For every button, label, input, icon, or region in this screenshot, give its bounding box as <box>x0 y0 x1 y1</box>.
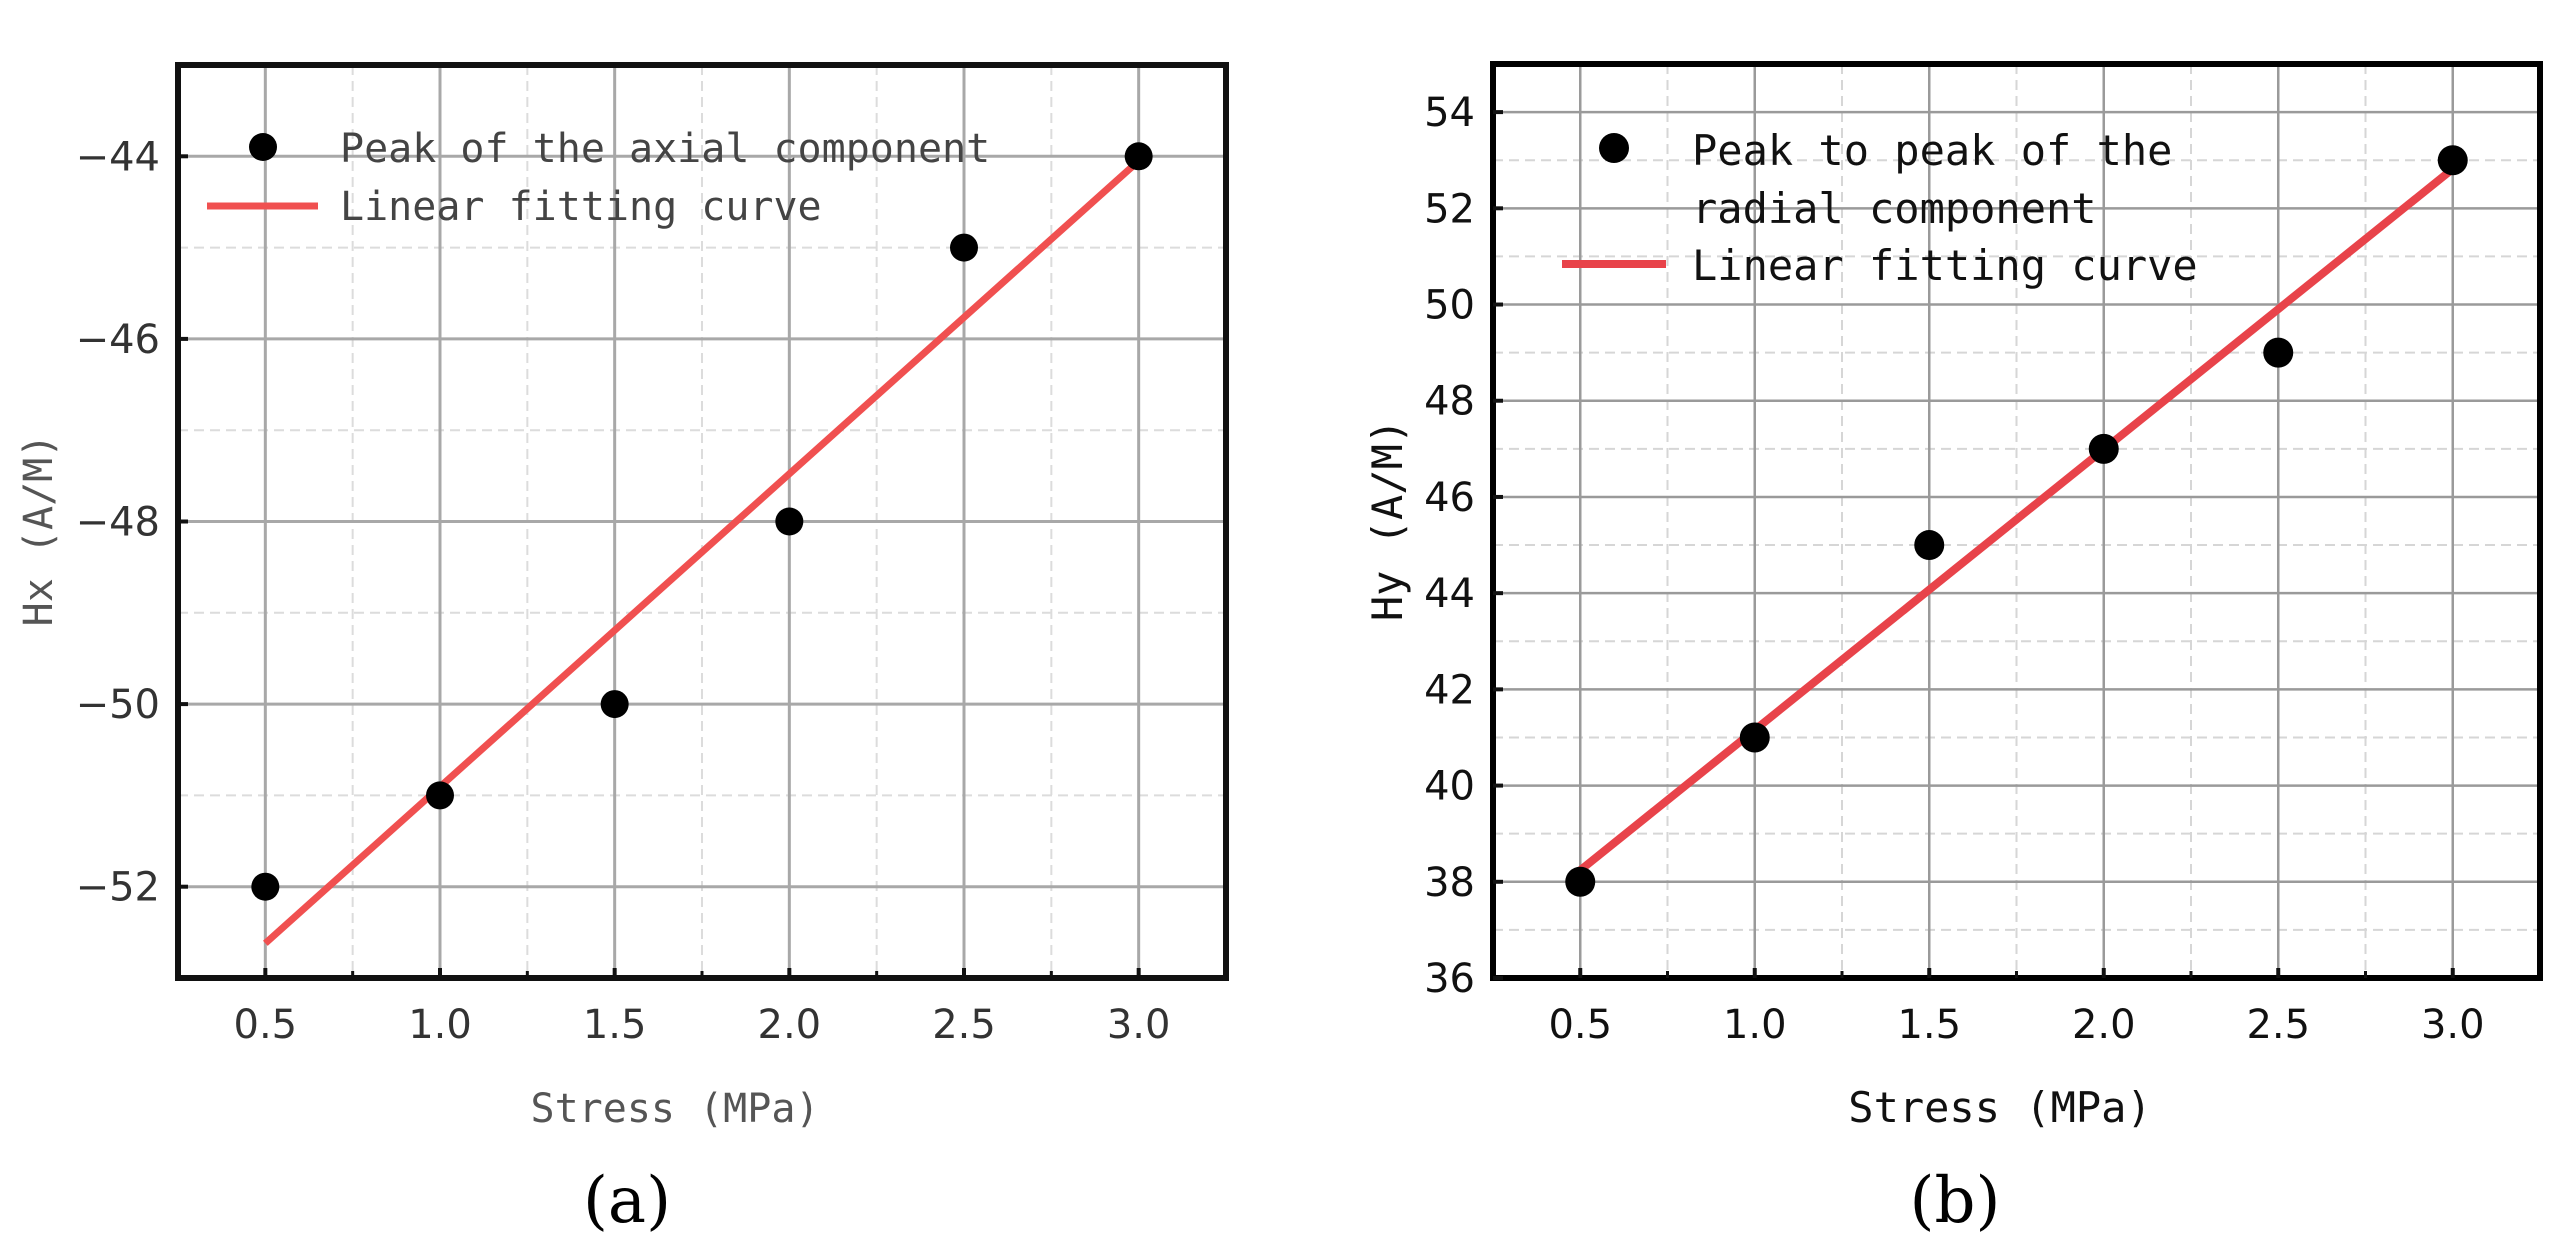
y-tick-label: 52 <box>1424 186 1475 232</box>
data-point <box>1124 142 1153 171</box>
data-point <box>1914 530 1945 561</box>
legend-label-axial-peak: Peak of the axial component <box>340 126 990 172</box>
y-tick-label: 36 <box>1424 956 1475 1002</box>
panel-b-ticks: 0.5 1.0 1.5 2.0 2.5 3.0 36 38 40 42 44 46 48 50 52 54 <box>1424 90 2484 1048</box>
panel-a-x-axis-title: Stress (MPa) <box>531 1086 820 1132</box>
panel-a-chart: 0.5 1.0 1.5 2.0 2.5 3.0 −52 −50 −48 −46 −44 Peak o… <box>16 62 1229 1238</box>
panel-b-data-points <box>1565 145 2468 897</box>
x-tick-label: 2.5 <box>2246 1002 2310 1048</box>
y-tick-label: 40 <box>1424 764 1475 810</box>
panel-a-label: (a) <box>583 1164 671 1238</box>
x-tick-label: 3.0 <box>1107 1002 1171 1048</box>
legend-label-fit-b: Linear fitting curve <box>1692 241 2198 290</box>
panel-b-label: (b) <box>1910 1164 2001 1238</box>
y-tick-label: −52 <box>76 865 160 911</box>
y-tick-label: 46 <box>1424 475 1475 521</box>
linear-fit-line <box>1577 165 2456 874</box>
x-tick-label: 1.5 <box>583 1002 647 1048</box>
x-tick-label: 1.5 <box>1897 1002 1961 1048</box>
data-point <box>1739 722 1770 753</box>
y-tick-label: −46 <box>76 317 160 363</box>
x-tick-label: 1.0 <box>1723 1002 1787 1048</box>
x-tick-label: 2.0 <box>2072 1002 2136 1048</box>
x-tick-label: 3.0 <box>2421 1002 2485 1048</box>
data-point <box>2088 433 2119 464</box>
y-tick-label: 54 <box>1424 90 1475 136</box>
y-tick-label: 42 <box>1424 667 1475 713</box>
legend-marker-axial-peak <box>249 133 277 161</box>
y-tick-label: −48 <box>76 500 160 546</box>
x-tick-label: 0.5 <box>1548 1002 1612 1048</box>
panel-b-legend: Peak to peak of the radial component Lin… <box>1562 126 2198 290</box>
data-point <box>600 690 629 719</box>
panel-a-data-points <box>251 142 1153 901</box>
data-point <box>251 872 280 901</box>
y-tick-label: 48 <box>1424 379 1475 425</box>
y-tick-label: −50 <box>76 682 160 728</box>
data-point <box>2263 337 2294 368</box>
data-point <box>2437 145 2468 176</box>
y-tick-label: −44 <box>76 134 160 180</box>
y-tick-label: 38 <box>1424 860 1475 906</box>
legend-marker-radial-peak <box>1599 133 1629 163</box>
data-point <box>950 233 978 262</box>
y-tick-label: 50 <box>1424 283 1475 329</box>
legend-label-radial-peak: Peak to peak of the radial component <box>1692 126 2198 233</box>
panel-b-x-axis-title: Stress (MPa) <box>1848 1083 2151 1132</box>
x-tick-label: 0.5 <box>234 1002 298 1048</box>
panel-b-gridlines <box>1493 64 2540 980</box>
panel-b-y-axis-title: Hy (A/M) <box>1363 419 1412 621</box>
legend-label-fit-a: Linear fitting curve <box>340 184 822 230</box>
panel-b-chart: 0.5 1.0 1.5 2.0 2.5 3.0 36 38 40 42 44 46 48 50 52 54 P… <box>1363 61 2543 1238</box>
panel-a-gridlines <box>178 65 1226 978</box>
panel-a-y-axis-title: Hx (A/M) <box>16 434 62 627</box>
panel-b-fit-line <box>1577 165 2456 874</box>
panel-a-legend: Peak of the axial component Linear fitti… <box>207 126 990 230</box>
data-point <box>1565 866 1596 897</box>
panel-a-fit-line <box>262 158 1142 946</box>
y-tick-label: 44 <box>1424 571 1475 617</box>
x-tick-label: 1.0 <box>408 1002 472 1048</box>
x-tick-label: 2.5 <box>932 1002 996 1048</box>
panel-a-ticks: 0.5 1.0 1.5 2.0 2.5 3.0 −52 −50 −48 −46 −44 <box>76 134 1171 1048</box>
data-point <box>426 781 454 810</box>
linear-fit-line <box>262 158 1142 946</box>
x-tick-label: 2.0 <box>758 1002 822 1048</box>
data-point <box>775 507 804 536</box>
